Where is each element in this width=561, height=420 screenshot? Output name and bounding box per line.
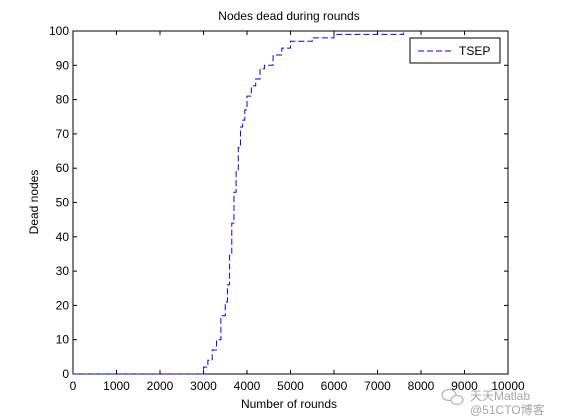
x-tick-label: 3000	[190, 379, 217, 393]
x-tick-label: 0	[70, 379, 77, 393]
y-tick-label: 20	[56, 298, 70, 312]
y-axis-label: Dead nodes	[27, 170, 41, 235]
y-tick-label: 40	[56, 230, 70, 244]
watermark-line2: @51CTO博客	[470, 402, 545, 417]
y-tick-label: 50	[56, 196, 70, 210]
y-tick-label: 10	[56, 333, 70, 347]
plot-area	[72, 30, 509, 375]
y-tick-label: 90	[56, 58, 70, 72]
y-tick-label: 70	[56, 127, 70, 141]
y-tick-label: 100	[49, 24, 69, 38]
legend-label-tsep: TSEP	[459, 44, 490, 58]
chat-bubble-icon	[441, 388, 464, 406]
legend: TSEP	[409, 37, 501, 64]
x-axis-label: Number of rounds	[241, 397, 337, 411]
x-tick-label: 10000	[491, 379, 525, 393]
x-tick-label: 4000	[234, 379, 261, 393]
axis-tick-labels: 0 1000 2000 3000 4000 5000 6000 7000 8000 9000 100…	[49, 24, 525, 393]
y-tick-label: 0	[62, 367, 69, 381]
legend-box	[409, 37, 501, 64]
x-tick-label: 6000	[321, 379, 348, 393]
chart-title: Nodes dead during rounds	[218, 9, 359, 23]
y-tick-label: 30	[56, 264, 70, 278]
y-tick-label: 60	[56, 161, 70, 175]
x-tick-label: 7000	[364, 379, 391, 393]
x-tick-label: 1000	[103, 379, 130, 393]
x-tick-label: 9000	[451, 379, 478, 393]
x-tick-label: 8000	[408, 379, 435, 393]
watermark: 天天Matlab @51CTO博客	[441, 388, 545, 417]
x-tick-label: 2000	[147, 379, 174, 393]
series-layer	[73, 31, 405, 375]
y-tick-label: 80	[56, 93, 70, 107]
watermark-line1: 天天Matlab	[470, 389, 530, 403]
series-line-tsep	[73, 31, 405, 375]
x-tick-label: 5000	[277, 379, 304, 393]
